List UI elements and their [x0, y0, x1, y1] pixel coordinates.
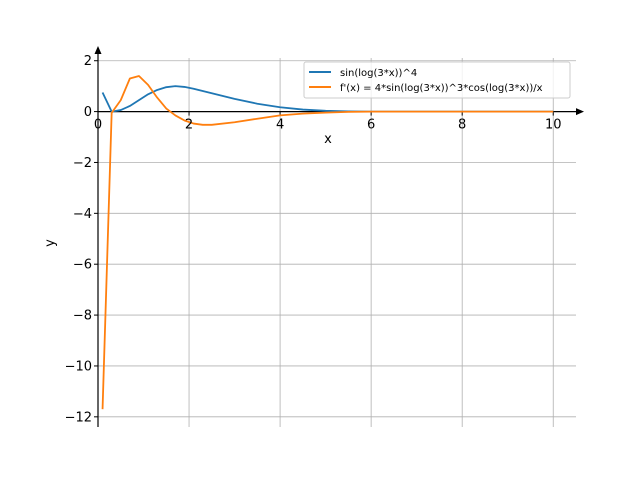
grid: [97, 58, 576, 427]
y-axis-label: y: [43, 239, 58, 247]
legend-label-series-1: sin(log(3*x))^4: [340, 68, 417, 79]
x-tick-label: 8: [458, 118, 466, 133]
axes: [94, 46, 584, 427]
y-tick-label: −12: [65, 410, 92, 425]
plot-area: [101, 75, 554, 410]
x-axis-label: x: [324, 132, 332, 147]
series-line-2: [101, 75, 554, 410]
y-tick-label: 0: [84, 105, 92, 120]
y-tick-label: −8: [73, 309, 92, 324]
y-tick-label: −10: [65, 359, 92, 374]
x-tick-label: 4: [276, 118, 284, 133]
y-tick-label: 2: [84, 54, 92, 69]
x-axis-arrow: [576, 108, 584, 116]
x-tick-label: 2: [185, 118, 193, 133]
y-axis-arrow: [94, 46, 102, 54]
x-tick-label: 0: [94, 118, 102, 133]
x-tick-label: 6: [367, 118, 375, 133]
legend-frame: [303, 61, 571, 99]
y-tick-label: −4: [73, 207, 92, 222]
tick-labels: 0 2 4 6 8 10 2 0 −2 −4 −6 −8 −10 −12: [65, 54, 562, 425]
y-tick-label: −2: [73, 156, 92, 171]
y-tick-label: −6: [73, 258, 92, 273]
legend-label-series-2: f'(x) = 4*sin(log(3*x))^3*cos(log(3*x))/…: [340, 83, 543, 94]
legend: sin(log(3*x))^4 f'(x) = 4*sin(log(3*x))^…: [303, 61, 571, 99]
x-tick-label: 10: [545, 118, 562, 133]
